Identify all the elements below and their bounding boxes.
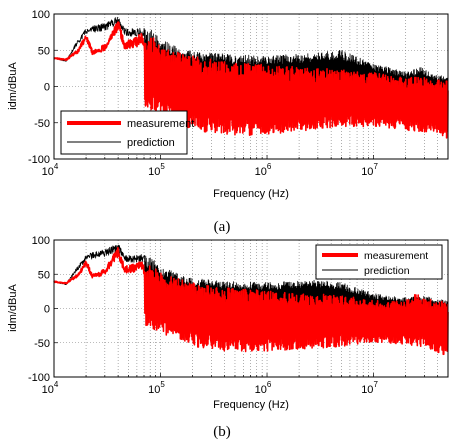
x-tick-labels: 104 105 106 107 [42,380,379,396]
x-tick-exponent: 7 [373,380,378,389]
x-tick-label: 105 [148,380,165,396]
y-tick-label: 0 [44,82,50,94]
legend-box [315,244,443,280]
y-tick-label: 0 [44,304,50,316]
x-tick-exponent: 5 [160,380,165,389]
y-tick-label: -50 [34,338,50,350]
legend: measurement prediction [315,244,443,280]
gridlines [53,239,449,378]
panel-caption: (b) [213,424,231,440]
x-axis-label: Frequency (Hz) [213,399,289,411]
measurement-series [53,21,449,139]
series-line-measurement [53,21,449,139]
x-tick-exponent: 6 [267,380,272,389]
legend: measurement prediction [60,110,194,155]
y-tick-label: -50 [34,118,50,130]
axis-ticks [53,239,449,378]
series-line-measurement [53,246,449,356]
y-tick-label: 100 [32,9,50,21]
y-tick-labels: -100 -50 0 50 100 [28,9,50,166]
x-tick-label: 107 [361,380,378,396]
x-tick-exponent: 4 [54,380,59,389]
y-tick-label: 50 [38,45,50,57]
y-tick-label: -100 [28,372,50,384]
y-tick-label: 100 [32,235,50,247]
y-tick-label: -100 [28,154,50,166]
y-tick-labels: -100 -50 0 50 100 [28,235,50,384]
x-axis-label: Frequency (Hz) [213,188,289,200]
legend-label-measurement: measurement [127,118,194,130]
legend-label-measurement: measurement [364,250,428,262]
legend-label-prediction: prediction [127,137,175,149]
axis-ticks [53,13,449,160]
y-tick-label: 50 [38,269,50,281]
x-tick-exponent: 7 [373,162,378,171]
panel-caption: (a) [214,219,231,235]
y-axis-label: idm/dBuA [7,61,19,109]
legend-label-prediction: prediction [364,265,410,277]
x-tick-exponent: 6 [267,162,272,171]
x-tick-exponent: 5 [160,162,165,171]
y-axis-label: idm/dBuA [7,283,19,331]
x-tick-label: 106 [255,380,272,396]
legend-box [60,110,188,155]
measurement-series [53,246,449,356]
x-tick-exponent: 4 [54,162,59,171]
